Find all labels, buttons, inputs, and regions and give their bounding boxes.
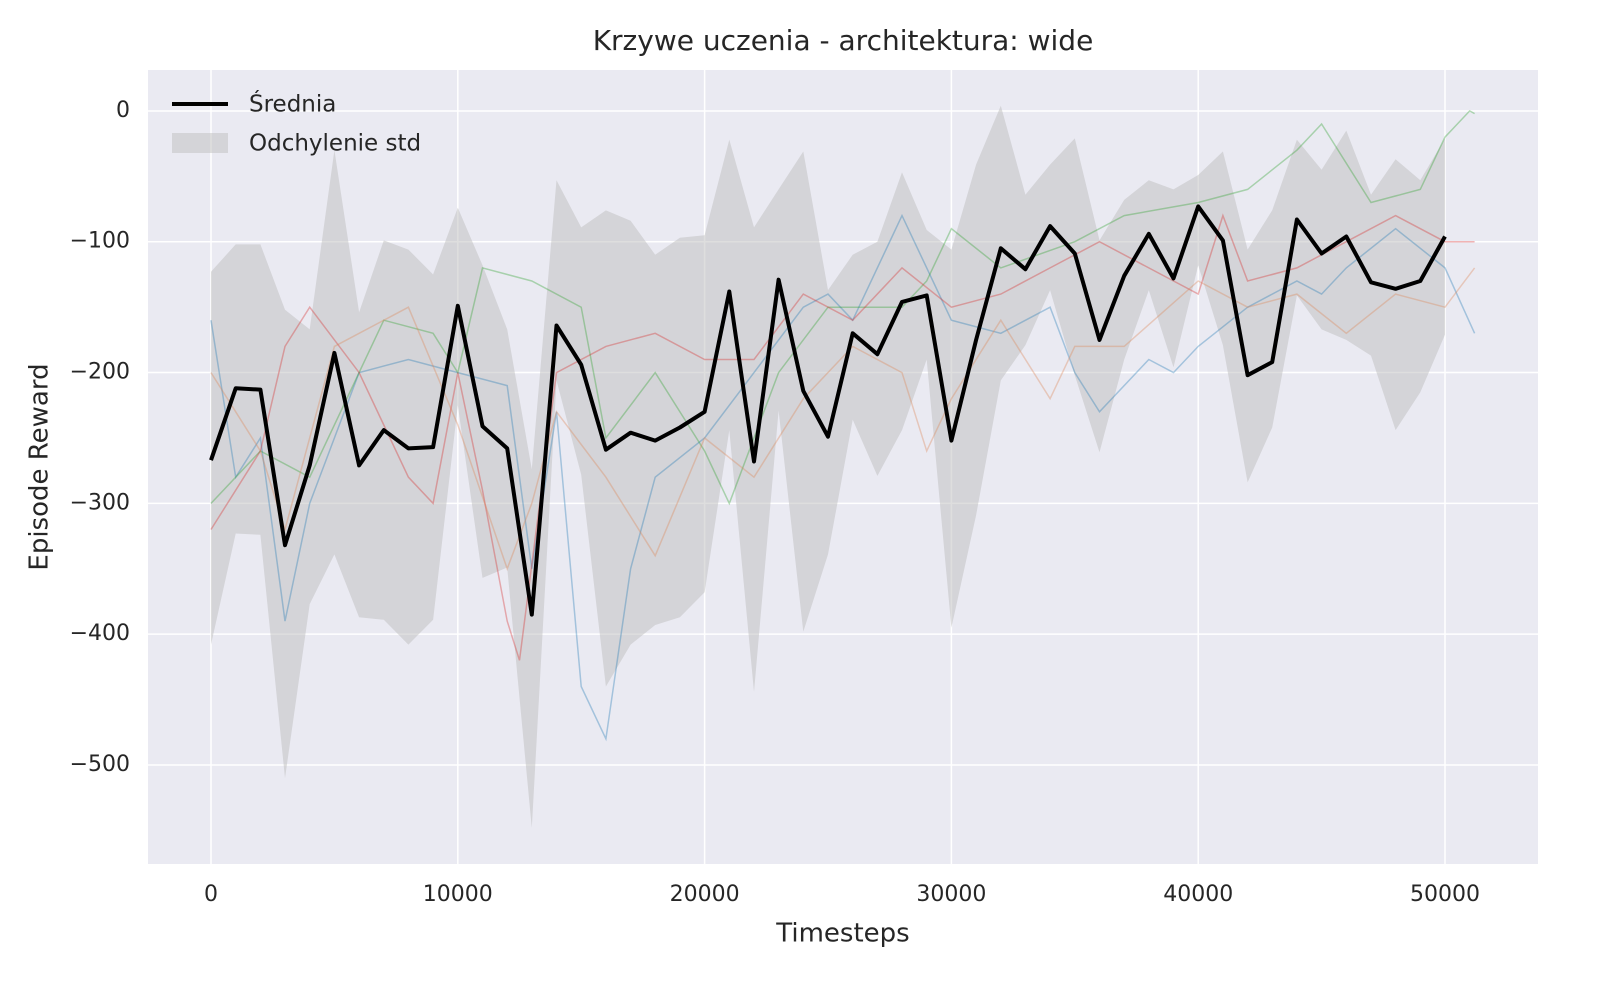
legend-patch xyxy=(172,133,228,153)
run-line xyxy=(210,213,1476,742)
x-tick-label: 30000 xyxy=(916,882,986,907)
x-axis-label: Timesteps xyxy=(775,919,909,949)
run-line xyxy=(210,109,1475,506)
x-tick-label: 10000 xyxy=(423,882,493,907)
run-line xyxy=(210,267,1476,572)
run-line xyxy=(210,213,1475,661)
plot xyxy=(209,105,1476,828)
y-tick-label: −200 xyxy=(70,360,130,385)
mean-line xyxy=(209,204,1447,617)
x-tick-label: 0 xyxy=(204,882,218,907)
x-tick-label: 20000 xyxy=(670,882,740,907)
legend-label: Odchylenie std xyxy=(249,131,421,157)
y-tick-label: −400 xyxy=(70,621,130,646)
y-tick-label: 0 xyxy=(116,98,130,123)
chart-title: Krzywe uczenia - architektura: wide xyxy=(593,24,1094,57)
legend-label: Średnia xyxy=(249,90,336,118)
std-band xyxy=(211,105,1445,828)
legend: Średnia Odchylenie std xyxy=(172,90,421,157)
x-tick-label: 40000 xyxy=(1163,882,1233,907)
y-tick-label: −100 xyxy=(70,229,130,254)
y-tick-label: −300 xyxy=(70,490,130,515)
x-tick-label: 50000 xyxy=(1410,882,1480,907)
y-axis-label: Episode Reward xyxy=(25,363,55,570)
y-tick-label: −500 xyxy=(70,752,130,777)
